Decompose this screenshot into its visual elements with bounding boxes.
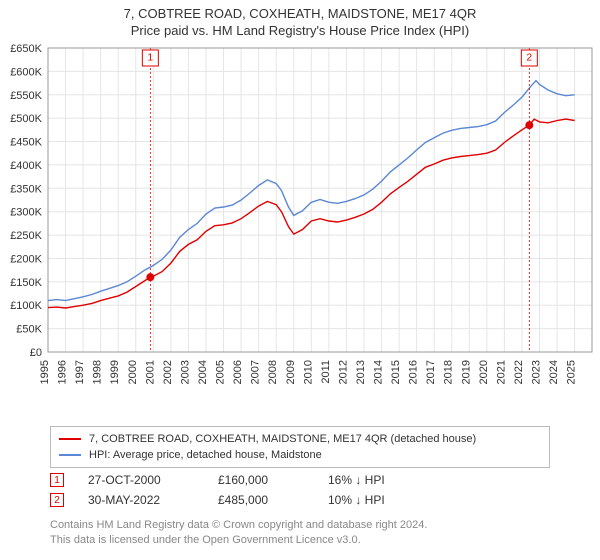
legend-label-hpi: HPI: Average price, detached house, Maid… [89, 449, 322, 461]
price-chart-svg: £0 £50K £100K £150K £200K £250K £300K £350K £400… [0, 40, 600, 420]
svg-text:2021: 2021 [495, 360, 507, 384]
svg-text:2018: 2018 [443, 360, 455, 384]
svg-text:2003: 2003 [179, 360, 191, 384]
svg-text:£150K: £150K [10, 277, 42, 289]
sale-badge-2: 2 [50, 493, 64, 507]
svg-text:1997: 1997 [74, 360, 86, 384]
svg-text:£550K: £550K [10, 90, 42, 102]
legend-box: 7, COBTREE ROAD, COXHEATH, MAIDSTONE, ME… [50, 426, 550, 468]
svg-text:£400K: £400K [10, 160, 42, 172]
svg-text:1996: 1996 [57, 360, 69, 384]
svg-text:2006: 2006 [232, 360, 244, 384]
sale-row-2: 2 30-MAY-2022 £485,000 10% ↓ HPI [50, 490, 550, 510]
svg-text:£450K: £450K [10, 137, 42, 149]
svg-text:£0: £0 [30, 347, 42, 359]
svg-text:2016: 2016 [408, 360, 420, 384]
title-block: 7, COBTREE ROAD, COXHEATH, MAIDSTONE, ME… [0, 0, 600, 38]
sale-row-1: 1 27-OCT-2000 £160,000 16% ↓ HPI [50, 470, 550, 490]
footer-line-1: Contains HM Land Registry data © Crown c… [50, 518, 570, 533]
svg-text:2004: 2004 [197, 360, 209, 384]
svg-text:£650K: £650K [10, 43, 42, 55]
sale-price-2: £485,000 [218, 493, 328, 507]
svg-text:1999: 1999 [109, 360, 121, 384]
svg-text:£200K: £200K [10, 253, 42, 265]
sale-date-2: 30-MAY-2022 [88, 493, 218, 507]
legend-row-price-paid: 7, COBTREE ROAD, COXHEATH, MAIDSTONE, ME… [59, 431, 541, 447]
svg-text:2025: 2025 [566, 360, 578, 384]
svg-text:2010: 2010 [302, 360, 314, 384]
svg-text:2007: 2007 [250, 360, 262, 384]
svg-text:2014: 2014 [373, 360, 385, 384]
svg-text:1995: 1995 [39, 360, 51, 384]
legend-label-price-paid: 7, COBTREE ROAD, COXHEATH, MAIDSTONE, ME… [89, 433, 476, 445]
svg-text:2015: 2015 [390, 360, 402, 384]
sale-date-1: 27-OCT-2000 [88, 473, 218, 487]
svg-text:£350K: £350K [10, 183, 42, 195]
sale-price-1: £160,000 [218, 473, 328, 487]
sale-badge-1: 1 [50, 473, 64, 487]
legend-swatch-hpi [59, 454, 81, 456]
svg-text:1998: 1998 [92, 360, 104, 384]
svg-text:2000: 2000 [127, 360, 139, 384]
svg-text:£300K: £300K [10, 207, 42, 219]
legend-row-hpi: HPI: Average price, detached house, Maid… [59, 447, 541, 463]
svg-text:2009: 2009 [285, 360, 297, 384]
svg-text:£500K: £500K [10, 113, 42, 125]
svg-text:£100K: £100K [10, 300, 42, 312]
svg-text:2008: 2008 [267, 360, 279, 384]
footer-attribution: Contains HM Land Registry data © Crown c… [50, 518, 570, 548]
svg-text:2024: 2024 [548, 360, 560, 384]
svg-text:2: 2 [527, 53, 533, 64]
plot-group: £0 £50K £100K £150K £200K £250K £300K £350K £400… [10, 43, 592, 384]
svg-text:2001: 2001 [144, 360, 156, 384]
svg-text:2002: 2002 [162, 360, 174, 384]
legend-swatch-price-paid [59, 438, 81, 440]
title-subtitle: Price paid vs. HM Land Registry's House … [0, 23, 600, 38]
svg-text:2020: 2020 [478, 360, 490, 384]
sale-rows: 1 27-OCT-2000 £160,000 16% ↓ HPI 2 30-MA… [50, 470, 550, 510]
svg-text:2017: 2017 [425, 360, 437, 384]
title-address: 7, COBTREE ROAD, COXHEATH, MAIDSTONE, ME… [0, 6, 600, 21]
svg-text:2023: 2023 [531, 360, 543, 384]
svg-text:1: 1 [148, 53, 154, 64]
svg-text:£250K: £250K [10, 230, 42, 242]
svg-text:2019: 2019 [460, 360, 472, 384]
chart-frame: 7, COBTREE ROAD, COXHEATH, MAIDSTONE, ME… [0, 0, 600, 560]
svg-text:£50K: £50K [16, 324, 42, 336]
svg-text:2011: 2011 [320, 360, 332, 384]
svg-text:2012: 2012 [337, 360, 349, 384]
svg-text:2005: 2005 [215, 360, 227, 384]
svg-text:£600K: £600K [10, 66, 42, 78]
sale-delta-1: 16% ↓ HPI [328, 473, 448, 487]
sale-delta-2: 10% ↓ HPI [328, 493, 448, 507]
svg-text:2022: 2022 [513, 360, 525, 384]
chart-area: £0 £50K £100K £150K £200K £250K £300K £350K £400… [0, 40, 600, 420]
footer-line-2: This data is licensed under the Open Gov… [50, 533, 570, 548]
svg-text:2013: 2013 [355, 360, 367, 384]
